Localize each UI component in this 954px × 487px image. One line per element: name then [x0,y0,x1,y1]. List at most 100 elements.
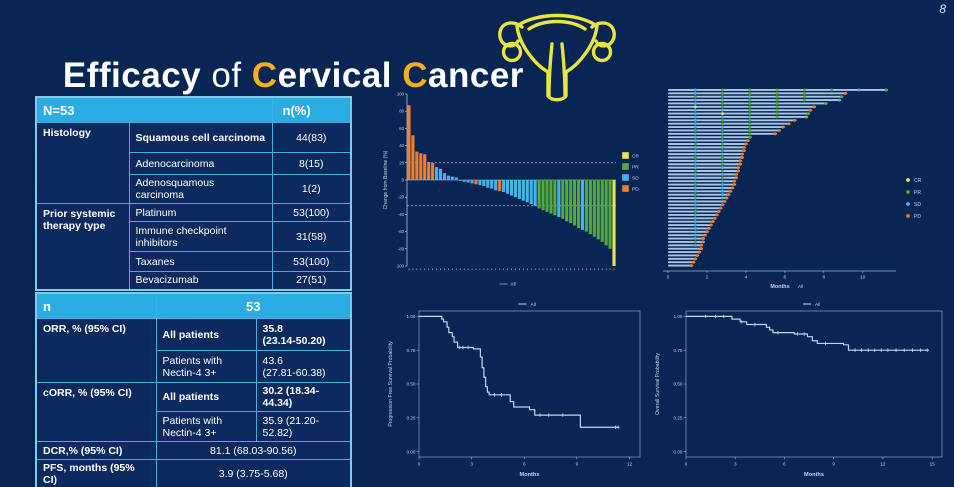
title-cervical-initial: C [251,56,278,95]
svg-text:SD: SD [914,202,921,208]
svg-text:60: 60 [399,126,404,131]
title-of: of [201,56,252,95]
svg-text:9: 9 [576,462,579,467]
svg-text:9: 9 [832,462,835,467]
svg-text:3: 3 [734,462,737,467]
table1-group-histology: Histology [35,122,130,204]
svg-text:0.00: 0.00 [407,449,416,454]
page-title: Efficacy of Cervical Cancer [22,16,524,136]
table1-row-value: 53(100) [271,203,352,222]
table2-orr-all-label: All patients [155,318,257,351]
svg-text:Change from Baseline (%): Change from Baseline (%) [383,150,389,209]
efficacy-table: n 53 ORR, % (95% CI) All patients 35.8 (… [35,292,352,487]
svg-text:12: 12 [627,462,633,467]
table2-corr-nectin-label: Patients with Nectin-4 3+ [155,411,257,442]
table1-row-label: Squamous cell carcinoma [128,122,273,153]
table2-orr-all-value: 35.8 (23.14-50.20) [255,318,352,351]
table1-row-label: Bevacizumab [128,271,273,290]
table2-corr-all-value: 30.2 (18.34-44.34) [255,382,352,412]
svg-text:-100: -100 [395,264,404,269]
table1-row-label: Adenocarcinoma [128,152,273,175]
table2-header-53: 53 [155,292,352,319]
os-km-chart: 1.00 0.75 0.50 0.25 0.00 0 3 6 9 12 15 Overall Surv… [650,296,952,484]
table2-header-n: n [35,292,157,319]
table1-row-value: 53(100) [271,251,352,272]
waterfall-chart: 100 80 60 40 20 0 -20 -40 -60 -80 -100 Change from … [380,88,650,288]
title-cervical-rest: ervical [277,56,403,95]
svg-text:12: 12 [880,462,886,467]
svg-text:0: 0 [402,178,405,183]
svg-text:40: 40 [399,143,404,148]
svg-text:8: 8 [822,275,825,281]
table2-orr-label: ORR, % (95% CI) [35,318,157,383]
svg-text:10: 10 [860,275,866,281]
svg-text:-20: -20 [398,195,405,200]
uterus-icon [498,13,616,102]
svg-text:Months: Months [520,472,540,478]
svg-text:CR: CR [632,154,639,160]
histology-table: N=53 n(%) Histology Squamous cell carcin… [35,96,353,291]
svg-text:0.50: 0.50 [407,382,416,387]
svg-text:Overall Survival Probability: Overall Survival Probability [655,353,661,415]
svg-text:20: 20 [399,160,404,165]
svg-text:0: 0 [418,462,421,467]
svg-text:0.75: 0.75 [407,348,416,353]
svg-text:SD: SD [632,176,639,182]
table1-row-value: 8(15) [271,152,352,175]
title-cancer-initial: C [402,56,429,95]
table2-dcr-label: DCR,% (95% CI) [35,441,157,460]
svg-text:CR: CR [914,178,922,184]
table2-orr-nectin-label: Patients with Nectin-4 3+ [155,350,257,383]
svg-text:4: 4 [745,275,748,281]
svg-text:0: 0 [685,462,688,467]
table1-row-value: 27(51) [271,271,352,290]
swimmer-svg: 0 2 4 6 8 10 Months All CR PR SD PD [663,88,922,290]
svg-text:1.00: 1.00 [407,314,416,319]
svg-text:0.25: 0.25 [407,415,416,420]
table1-row-label: Adenosquamous carcinoma [128,174,273,204]
table1-row-value: 44(83) [271,122,352,153]
title-efficacy: Efficacy [62,56,202,95]
svg-text:Months: Months [804,472,824,478]
table1-row-label: Platinum [128,203,273,222]
svg-text:PR: PR [914,190,921,196]
waterfall-svg: 100 80 60 40 20 0 -20 -40 -60 -80 -100 Change from … [383,92,639,287]
svg-text:3: 3 [470,462,473,467]
svg-text:PD: PD [632,187,639,193]
svg-text:All: All [798,284,803,289]
svg-text:6: 6 [523,462,526,467]
table2-corr-nectin-value: 35.9 (21.20-52.82) [255,411,352,442]
table2-orr-nectin-value: 43.6 (27.81-60.38) [255,350,352,383]
table1-row-value: 1(2) [271,174,352,204]
svg-text:-40: -40 [398,212,405,217]
table1-row-label: Taxanes [128,251,273,272]
os-svg: 1.00 0.75 0.50 0.25 0.00 0 3 6 9 12 15 Overall Surv… [655,302,943,478]
svg-text:15: 15 [930,462,936,467]
svg-text:0.75: 0.75 [674,348,683,353]
table1-row-label: Immune checkpoint inhibitors [128,221,273,252]
histology-table-wrapper: N=53 n(%) Histology Squamous cell carcin… [35,96,353,291]
svg-text:1.00: 1.00 [674,314,683,319]
svg-text:0.00: 0.00 [674,449,683,454]
svg-text:All: All [531,302,536,308]
svg-text:0.50: 0.50 [674,382,683,387]
svg-text:100: 100 [397,92,405,97]
page-number: 8 [939,2,946,16]
svg-text:80: 80 [399,109,404,114]
table2-dcr-value: 81.1 (68.03-90.56) [155,441,352,460]
table1-header-n: N=53 [35,96,273,123]
svg-text:6: 6 [783,462,786,467]
pfs-svg: 1.00 0.75 0.50 0.25 0.00 0 3 6 9 12 Progression Fr… [388,302,641,478]
svg-text:0.25: 0.25 [674,415,683,420]
table1-group-prior-therapy: Prior systemic therapy type [35,203,130,290]
svg-text:-80: -80 [398,246,405,251]
table2-corr-all-label: All patients [155,382,257,412]
svg-text:6: 6 [784,275,787,281]
table2-corr-label: cORR, % (95% CI) [35,382,157,442]
svg-text:PD: PD [914,214,921,220]
table2-pfs-label: PFS, months (95% CI) [35,459,157,487]
svg-text:All: All [511,282,516,287]
svg-text:PR: PR [632,165,639,171]
efficacy-table-wrapper: n 53 ORR, % (95% CI) All patients 35.8 (… [35,292,352,487]
